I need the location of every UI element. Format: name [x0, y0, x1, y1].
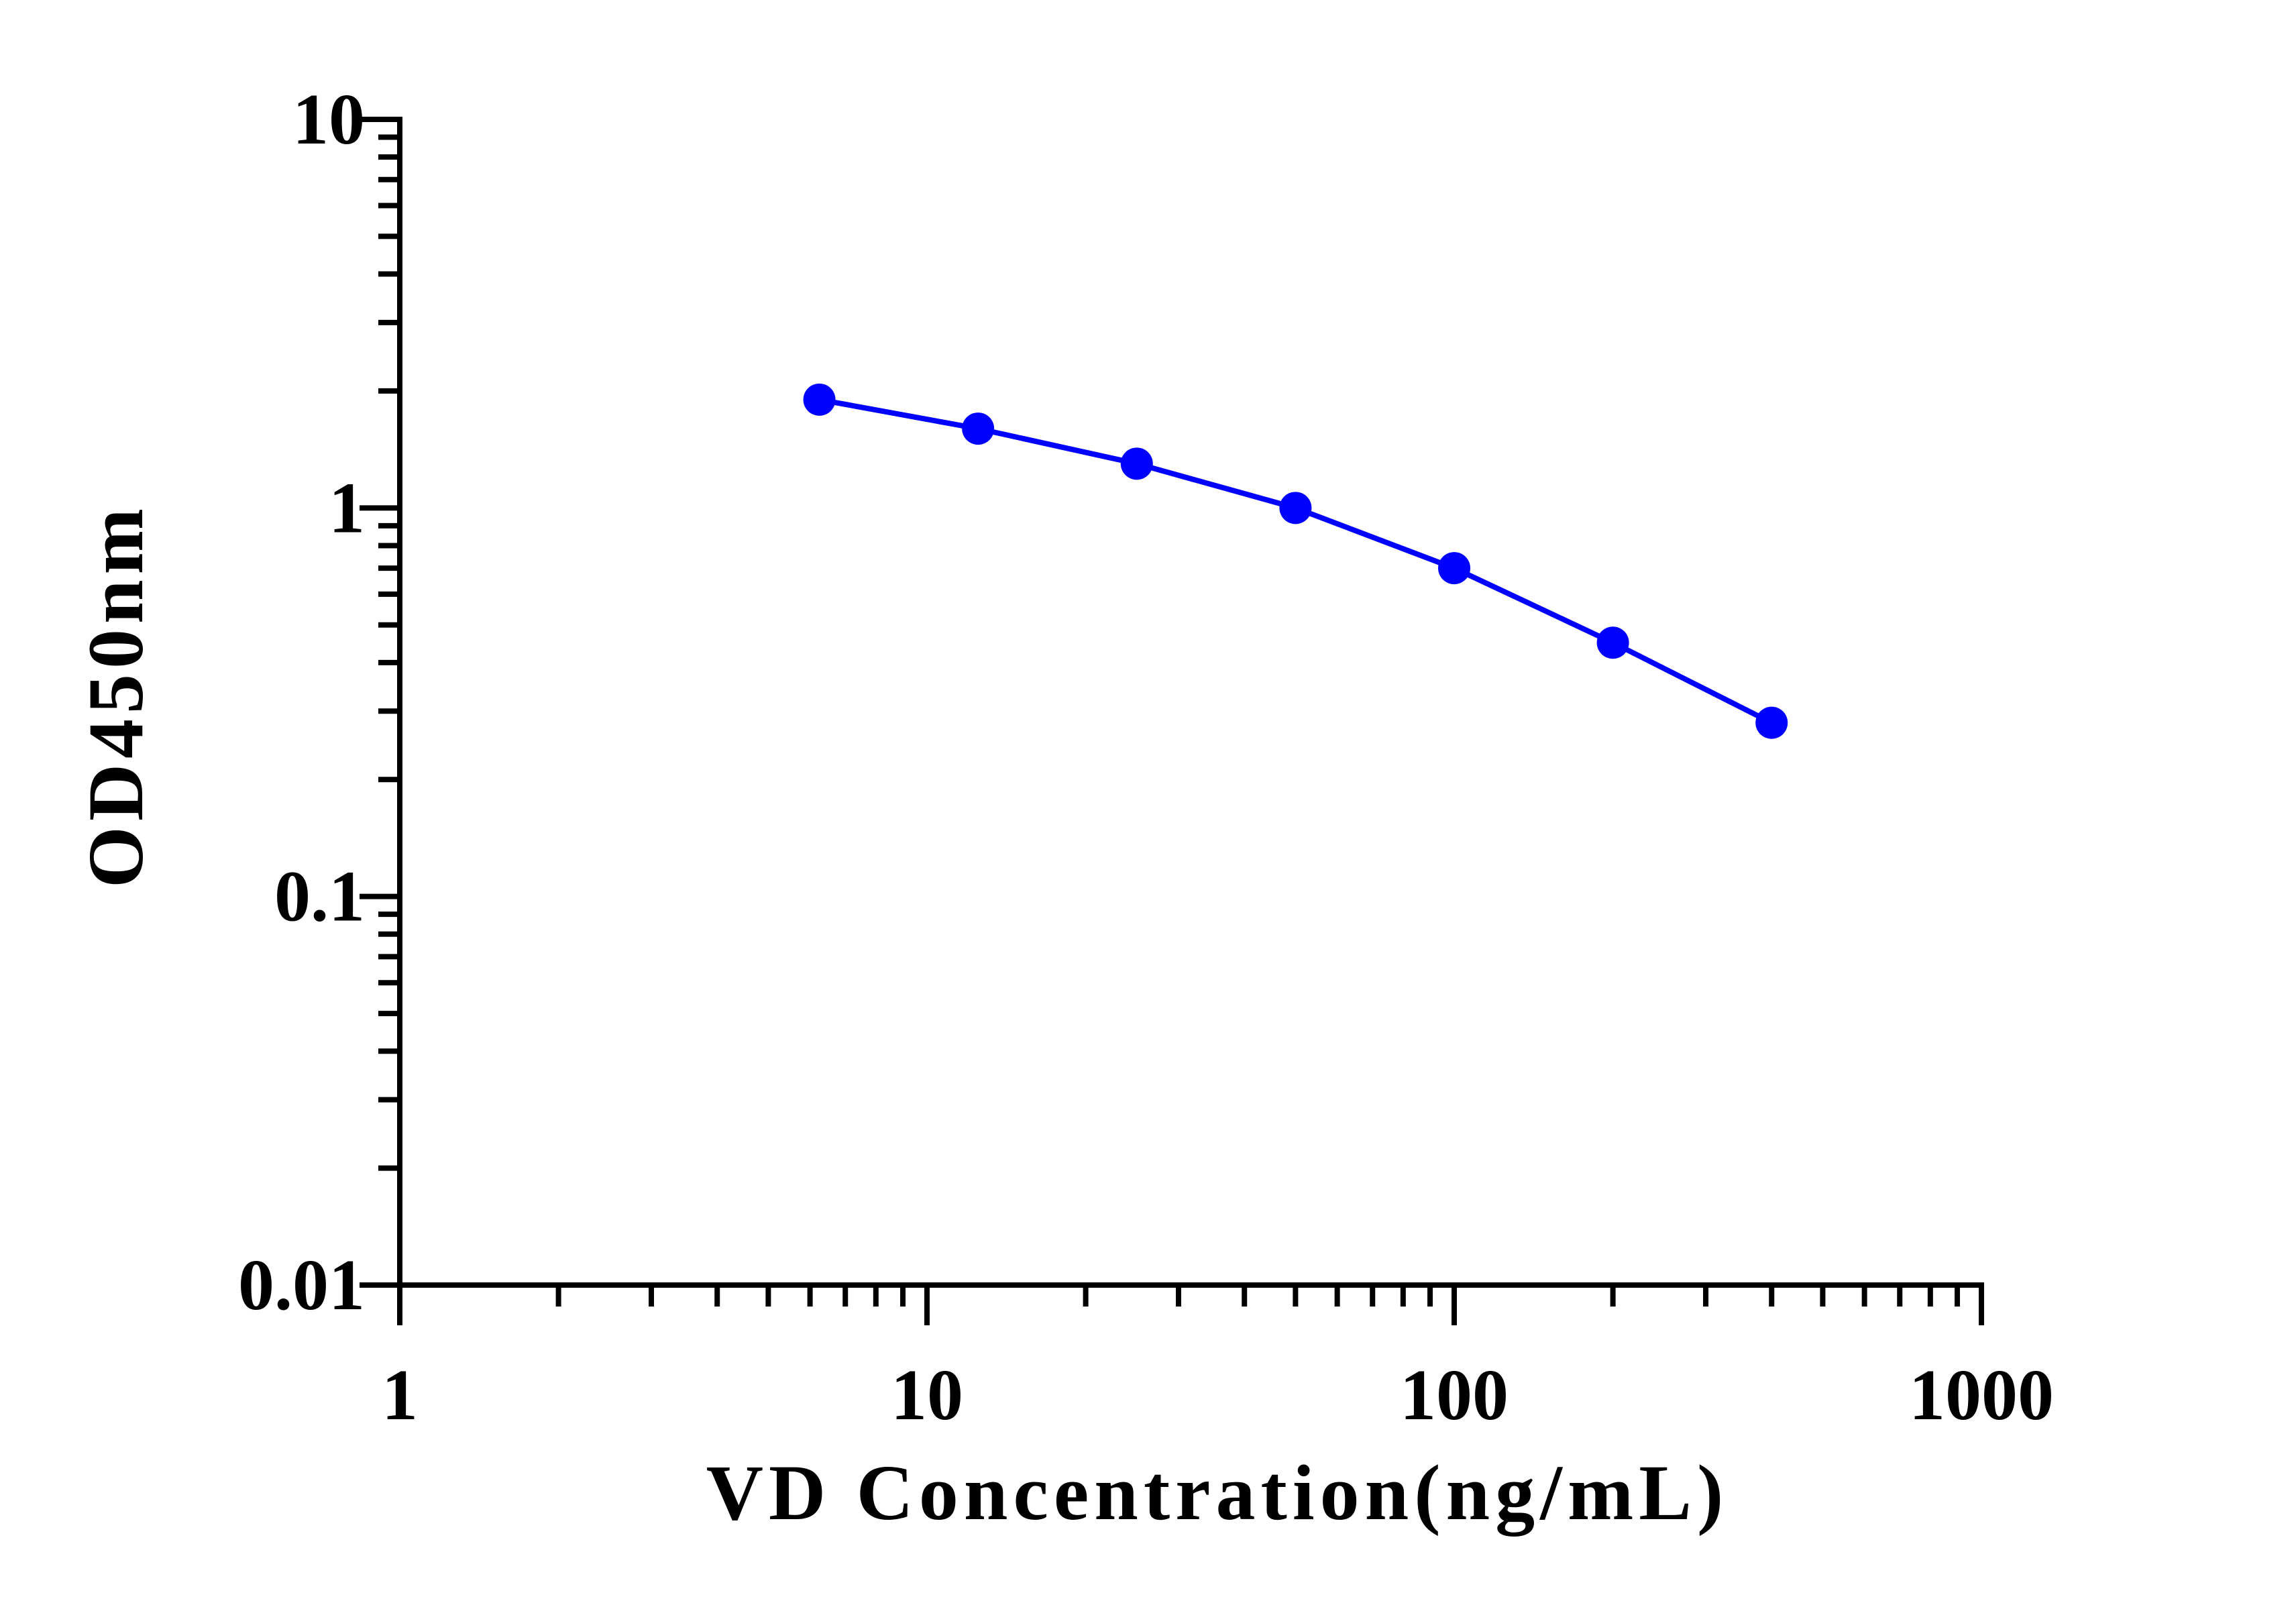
- y-tick-label: 0.1: [274, 857, 365, 937]
- x-tick-label: 1: [382, 1355, 418, 1435]
- data-point: [1279, 492, 1312, 524]
- x-tick-label: 10: [891, 1355, 963, 1435]
- axes: [397, 117, 1984, 1288]
- y-tick-label: 10: [292, 80, 365, 160]
- y-axis-ticks: [360, 117, 400, 1288]
- x-tick-label: 1000: [1909, 1355, 2054, 1435]
- x-axis-ticks: [397, 1285, 1984, 1325]
- data-point: [1438, 552, 1470, 585]
- series-line: [818, 396, 1773, 726]
- y-tick-label: 0.01: [238, 1245, 365, 1325]
- y-axis-tick-labels: 0.01 0.1 1 10: [238, 80, 365, 1325]
- x-axis-title: VD Concentration(ng/mL): [706, 1449, 1729, 1537]
- data-point: [1120, 447, 1153, 480]
- data-series: [803, 383, 1788, 739]
- x-tick-label: 100: [1400, 1355, 1509, 1435]
- y-tick-label: 1: [329, 468, 365, 548]
- data-point: [962, 412, 995, 445]
- y-axis-title: OD450nm: [72, 503, 160, 888]
- data-point: [1596, 626, 1629, 659]
- data-point: [803, 383, 836, 416]
- data-point: [1755, 706, 1788, 739]
- x-axis-tick-labels: 1 10 100 1000: [382, 1355, 2054, 1435]
